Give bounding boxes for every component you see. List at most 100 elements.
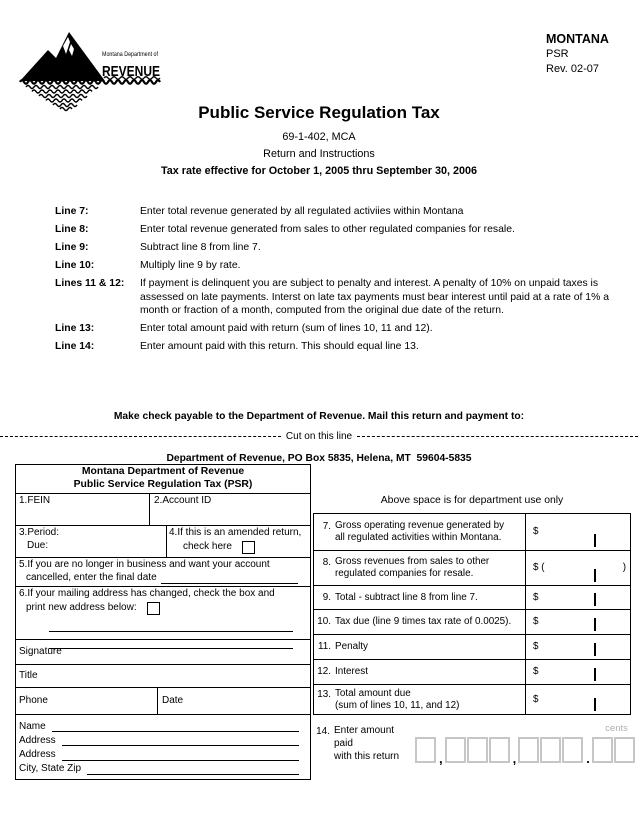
amount-cell-8[interactable]: $ ( ): [525, 551, 630, 585]
line-text: Total amount due (sum of lines 10, 11, a…: [335, 687, 460, 711]
digit-box[interactable]: [562, 737, 584, 763]
digit-box[interactable]: [613, 737, 635, 763]
amended-cell: 4.If this is an amended return, check he…: [167, 526, 310, 557]
line-7-description: 7. Gross operating revenue generated by …: [314, 519, 525, 545]
cents-divider-tick: [594, 569, 596, 582]
address-change-checkbox[interactable]: [146, 601, 160, 615]
title-block: Public Service Regulation Tax 69-1-402, …: [0, 103, 638, 177]
instruction-line-8: Line 8: Enter total revenue generated fr…: [55, 223, 627, 237]
city-state-zip-label: City, State Zip: [19, 763, 82, 775]
digit-box[interactable]: [540, 737, 562, 763]
instruction-text: Enter amount paid with this return. This…: [140, 341, 419, 352]
address-line-1: Address: [19, 733, 307, 747]
tax-line-12: 12. Interest $: [314, 659, 630, 684]
mountain-icon: [20, 32, 105, 81]
cents-divider-tick: [594, 618, 596, 631]
instruction-line-13: Line 13: Enter total amount paid with re…: [55, 322, 627, 336]
name-label: Name: [19, 720, 46, 732]
coupon-header-line2: Public Service Regulation Tax (PSR): [73, 478, 253, 490]
digit-box[interactable]: [591, 737, 613, 763]
instruction-label: Line 8:: [55, 224, 89, 235]
title-row[interactable]: Title: [16, 664, 310, 687]
amount-cell-12[interactable]: $: [525, 660, 630, 684]
phone-label: Phone: [19, 694, 48, 706]
tax-line-7: 7. Gross operating revenue generated by …: [314, 514, 630, 550]
address-input-line-2[interactable]: [61, 749, 299, 761]
amended-checkbox[interactable]: [241, 540, 255, 554]
amended-label-line2: check here: [183, 540, 232, 552]
brand-small-label: Montana Department of: [102, 52, 158, 58]
tax-line-9: 9. Total - subtract line 8 from line 7. …: [314, 585, 630, 609]
form-title: Public Service Regulation Tax: [198, 103, 440, 122]
statute-reference: 69-1-402, MCA: [282, 131, 356, 143]
line-number: 8.: [322, 557, 331, 568]
amount-cell-9[interactable]: $: [525, 586, 630, 609]
mail-address-line: Department of Revenue, PO Box 5835, Hele…: [166, 453, 472, 464]
state-label: MONTANA: [546, 32, 609, 46]
city-state-zip-input-line[interactable]: [87, 763, 299, 775]
instruction-text: Subtract line 8 from line 7.: [140, 242, 261, 253]
line-13-description: 13. Total amount due (sum of lines 10, 1…: [314, 687, 525, 713]
digit-box[interactable]: [488, 737, 510, 763]
out-of-business-line2: cancelled, enter the final date: [26, 572, 157, 583]
out-of-business-line1: 5.If you are no longer in business and w…: [19, 559, 270, 570]
new-address-line-2[interactable]: [49, 632, 293, 649]
dollar-sign: $: [533, 591, 539, 603]
final-date-row: 5.If you are no longer in business and w…: [16, 557, 310, 586]
instruction-line-9: Line 9: Subtract line 8 from line 7.: [55, 241, 627, 255]
signature-row[interactable]: Signature: [16, 639, 310, 664]
final-date-line[interactable]: [160, 572, 298, 584]
cents-divider-tick: [594, 668, 596, 681]
digit-box[interactable]: [415, 737, 436, 763]
line-number: 7.: [322, 521, 331, 532]
tax-line-14: 14. Enter amount paid with this return c…: [313, 723, 638, 765]
cents-label: cents: [605, 723, 628, 734]
address-input-line-1[interactable]: [61, 734, 299, 747]
line-text: Tax due (line 9 times tax rate of 0.0025…: [335, 616, 512, 627]
line-instructions: Line 7: Enter total revenue generated by…: [55, 205, 627, 358]
line-number: 13.: [317, 688, 331, 700]
line-text: Interest: [335, 666, 368, 677]
cents-divider-tick: [594, 643, 596, 656]
name-input-line[interactable]: [51, 720, 299, 732]
due-label: Due:: [27, 539, 49, 551]
phone-cell[interactable]: Phone: [16, 688, 158, 714]
coupon-header: Montana Department of Revenue Public Ser…: [16, 465, 310, 493]
fein-cell[interactable]: 1.FEIN: [16, 494, 150, 525]
address-change-line2: print new address below:: [26, 601, 137, 613]
new-address-line-1[interactable]: [49, 615, 293, 632]
instruction-label: Lines 11 & 12:: [55, 278, 125, 289]
line-number: 10.: [317, 616, 331, 627]
instruction-text: Enter total revenue generated by all reg…: [140, 206, 464, 217]
fein-account-row: 1.FEIN 2.Account ID: [16, 493, 310, 525]
instruction-label: Line 7:: [55, 206, 89, 217]
dollar-sign: $: [533, 693, 539, 705]
period-amended-row: 3.Period: Due: 4.If this is an amended r…: [16, 525, 310, 557]
line-14-description: 14. Enter amount paid with this return: [313, 724, 413, 763]
account-id-label: 2.Account ID: [154, 495, 212, 506]
instruction-label: Line 9:: [55, 242, 89, 253]
brand-name: REVENUE: [102, 63, 160, 80]
instruction-line-7: Line 7: Enter total revenue generated by…: [55, 205, 627, 219]
date-cell[interactable]: Date: [158, 688, 310, 714]
cut-line: Cut on this line: [0, 431, 638, 442]
digit-box[interactable]: [518, 737, 540, 763]
period-cell[interactable]: 3.Period: Due:: [16, 526, 167, 557]
dept-use-note: Above space is for department use only: [380, 495, 564, 506]
digit-box[interactable]: [466, 737, 488, 763]
tax-computation-table: 7. Gross operating revenue generated by …: [313, 513, 631, 715]
amount-paid-digit-boxes: cents , , .: [415, 723, 636, 765]
digit-box[interactable]: [444, 737, 466, 763]
mountain-snow-icon: [63, 37, 70, 54]
address-change-line1: 6.If your mailing address has changed, c…: [19, 588, 275, 599]
amount-cell-7[interactable]: $: [525, 514, 630, 550]
amount-cell-13[interactable]: $: [525, 685, 630, 714]
amount-cell-11[interactable]: $: [525, 635, 630, 659]
dollar-sign: $: [533, 641, 539, 652]
line-text: Penalty: [335, 641, 368, 652]
line-text: Gross revenues from sales to other regul…: [335, 556, 490, 579]
account-id-cell[interactable]: 2.Account ID: [150, 494, 310, 525]
dollar-sign: $: [533, 526, 539, 537]
amount-cell-10[interactable]: $: [525, 610, 630, 634]
form-id-block: MONTANA PSR Rev. 02-07: [546, 32, 609, 77]
